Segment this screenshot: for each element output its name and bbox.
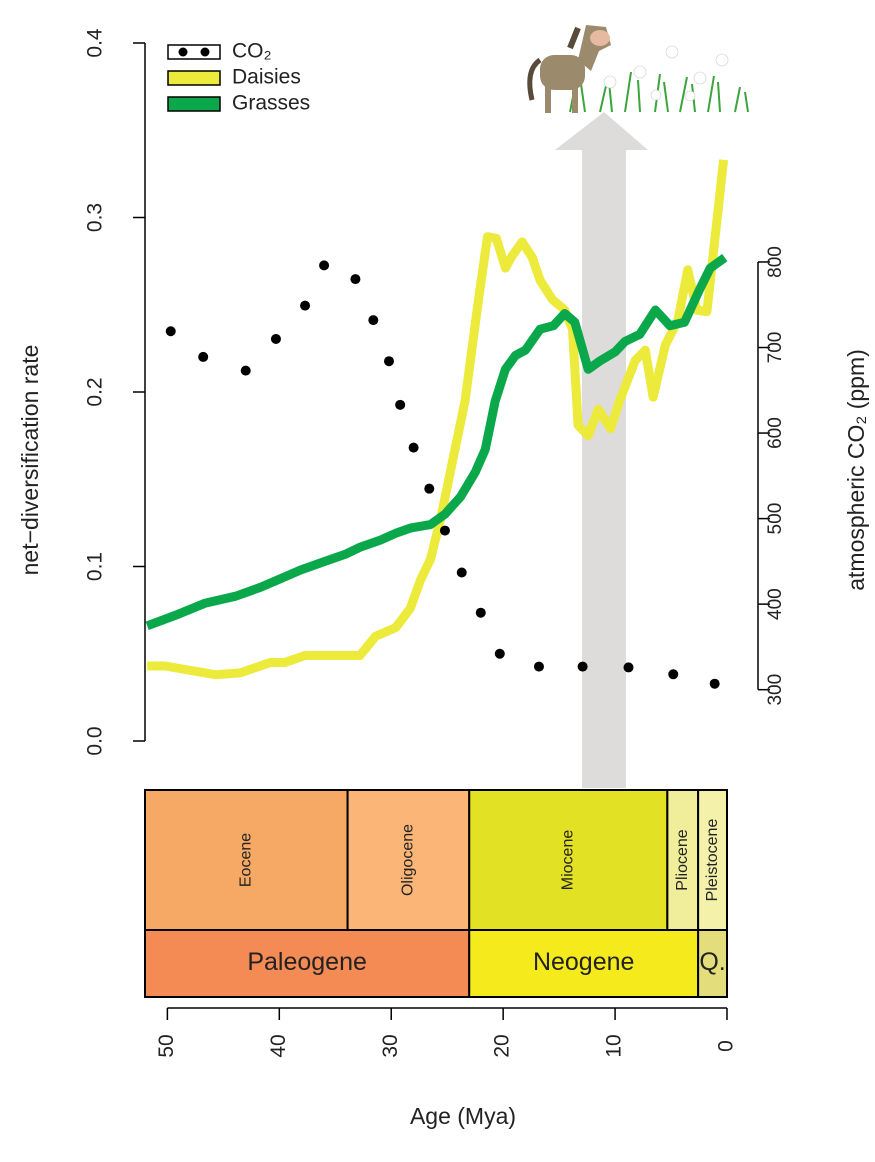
epoch-label: Miocene	[560, 830, 577, 891]
x-tick-label: 30	[379, 1034, 402, 1057]
co2-point	[395, 400, 405, 410]
y2-tick-label: 400	[765, 588, 786, 620]
arrow-shaft	[582, 148, 626, 788]
y-axis-label: net−diversification rate	[17, 345, 43, 576]
x-tick-label: 10	[603, 1034, 626, 1057]
epoch-label: Eocene	[238, 833, 255, 887]
arrow-illustration	[530, 25, 748, 788]
series-line	[147, 258, 725, 626]
co2-point	[241, 366, 251, 376]
y-tick-label: 0.0	[84, 726, 107, 755]
co2-point	[424, 484, 434, 494]
x-tick-label: 50	[155, 1034, 178, 1057]
horse	[530, 25, 611, 113]
x-axis-label: Age (Mya)	[410, 1103, 516, 1129]
co2-point	[384, 356, 394, 366]
co2-point	[578, 662, 588, 672]
x-tick-label: 20	[491, 1034, 514, 1057]
legend-label: Grasses	[232, 92, 310, 115]
co2-point	[319, 260, 329, 270]
period-label: Neogene	[533, 948, 634, 976]
co2-point	[710, 679, 720, 689]
y2-tick-label: 700	[765, 332, 786, 364]
y-tick-label: 0.2	[84, 377, 107, 406]
co2-point	[624, 662, 634, 672]
co2-point	[534, 662, 544, 672]
co2-point	[368, 315, 378, 325]
co2-point	[350, 274, 360, 284]
chart: Age (Mya) net−diversification rate atmos…	[0, 0, 875, 1162]
co2-point	[409, 443, 419, 453]
y-tick-label: 0.4	[84, 28, 107, 58]
y2-tick-label: 800	[765, 246, 786, 278]
epoch-label: Pliocene	[674, 829, 691, 890]
co2-point	[495, 649, 505, 659]
arrow-head	[555, 112, 648, 150]
co2-point	[476, 608, 486, 618]
legend-swatch	[168, 97, 220, 111]
co2-point	[440, 526, 450, 536]
x-tick-label: 40	[267, 1034, 290, 1057]
x-tick-label: 0	[715, 1040, 738, 1052]
legend-swatch	[168, 45, 220, 59]
period-label: Paleogene	[247, 948, 367, 976]
y2-tick-label: 600	[765, 417, 786, 449]
co2-point	[668, 669, 678, 679]
legend-swatch	[201, 48, 210, 57]
co2-point	[198, 352, 208, 362]
legend-label: Daisies	[232, 66, 301, 89]
epoch-label: Oligocene	[400, 824, 417, 896]
y-tick-label: 0.3	[84, 203, 107, 232]
co2-point	[166, 326, 176, 336]
y2-axis-label: atmospheric CO₂ (ppm)	[843, 349, 869, 591]
legend-label: CO₂	[232, 40, 272, 63]
co2-point	[457, 567, 467, 577]
y2-tick-label: 500	[765, 503, 786, 535]
co2-point	[271, 334, 281, 344]
co2-point	[300, 301, 310, 311]
y-tick-label: 0.1	[84, 552, 107, 581]
legend-swatch	[168, 71, 220, 85]
y2-tick-label: 300	[765, 674, 786, 706]
epoch-label: Pleistocene	[704, 819, 721, 902]
legend-swatch	[179, 48, 188, 57]
period-label: Q.	[699, 948, 725, 976]
